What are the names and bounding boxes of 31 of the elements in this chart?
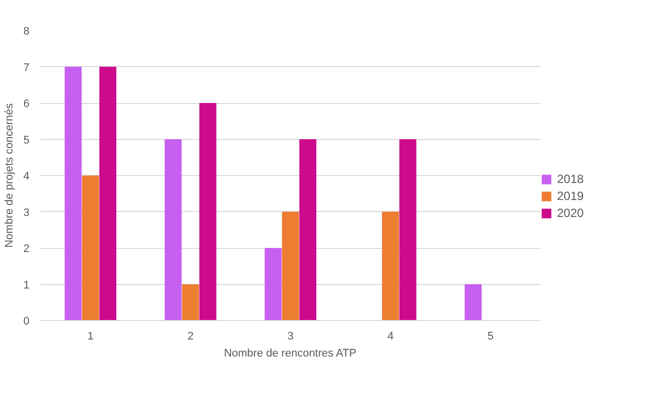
y-tick-label: 1 — [23, 279, 30, 292]
y-tick-label: 6 — [23, 98, 30, 110]
bar — [64, 66, 82, 320]
legend-label: 2018 — [557, 172, 584, 186]
y-tick-label: 8 — [23, 26, 30, 38]
x-tick-label: 5 — [487, 330, 494, 342]
bar — [464, 284, 482, 320]
bar — [264, 248, 282, 320]
y-tick-label: 4 — [23, 170, 30, 182]
bar — [199, 103, 216, 320]
bar — [82, 176, 99, 320]
legend-label: 2019 — [557, 189, 584, 203]
y-tick-label: 5 — [23, 134, 30, 146]
bar — [382, 212, 399, 320]
y-tick-label: 0 — [23, 316, 30, 328]
legend-label: 2020 — [557, 206, 584, 220]
x-tick-label: 1 — [87, 330, 94, 342]
bar — [164, 139, 182, 320]
bar — [299, 139, 316, 320]
x-tick-label: 3 — [287, 330, 294, 342]
bar — [282, 212, 299, 320]
bar — [399, 139, 416, 320]
x-tick-label: 4 — [387, 330, 394, 342]
y-axis-title: Nombre de projets concernés — [3, 102, 16, 248]
y-tick-label: 3 — [23, 206, 30, 219]
x-tick-label: 2 — [187, 330, 194, 342]
y-tick-label: 7 — [23, 62, 30, 74]
y-tick-label: 2 — [23, 243, 30, 255]
bar — [182, 284, 199, 320]
bar — [99, 66, 116, 320]
x-axis-title: Nombre de rencontres ATP — [224, 348, 356, 360]
